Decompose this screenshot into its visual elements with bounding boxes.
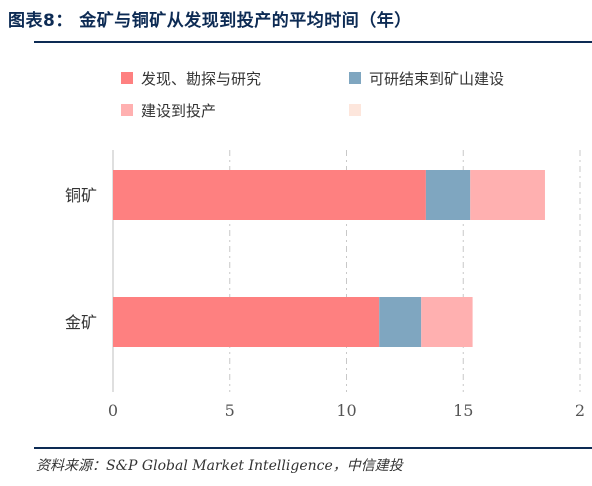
chart-title: 图表8： 金矿与铜矿从发现到投产的平均时间（年） <box>8 11 412 31</box>
category-label-2: 金矿 <box>65 313 97 332</box>
legend-swatch-1 <box>121 72 133 84</box>
source-rule <box>34 447 592 449</box>
title-rule <box>34 41 592 43</box>
x-tick-label-1: 0 <box>108 401 118 420</box>
bar-2-series-2 <box>379 297 422 347</box>
legend-swatch-4 <box>349 104 361 116</box>
bar-1-series-1 <box>113 170 426 220</box>
legend-label-2: 可研结束到矿山建设 <box>369 70 504 88</box>
bar-1-series-2 <box>425 170 471 220</box>
bar-2-series-1 <box>113 297 380 347</box>
source-note: 资料来源：S&P Global Market Intelligence，中信建投 <box>36 458 403 474</box>
x-axis-ticks: 0 5 10 15 2 <box>108 401 585 420</box>
x-tick-label-3: 10 <box>336 401 356 420</box>
bar-2-series-3 <box>421 297 473 347</box>
x-tick-label-5: 2 <box>575 401 585 420</box>
category-label-1: 铜矿 <box>65 186 97 205</box>
x-tick-label-4: 15 <box>453 401 473 420</box>
bars <box>113 170 545 347</box>
legend-swatch-2 <box>349 72 361 84</box>
legend-label-3: 建设到投产 <box>141 102 216 120</box>
legend-swatch-3 <box>121 104 133 116</box>
x-tick-label-2: 5 <box>225 401 235 420</box>
legend-label-1: 发现、勘探与研究 <box>141 70 261 88</box>
bar-1-series-3 <box>470 170 545 220</box>
